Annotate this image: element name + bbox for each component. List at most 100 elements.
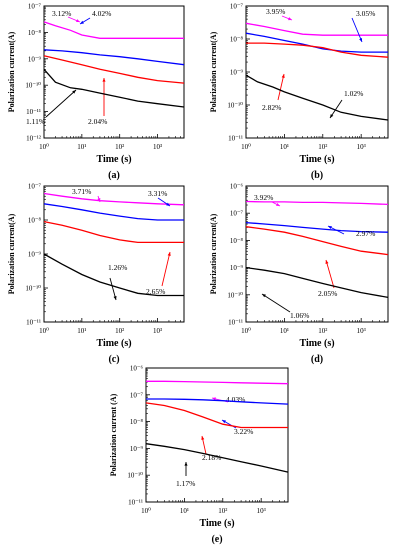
- x-tick-label: 10⁰: [241, 327, 251, 335]
- series-line-3-31pct: [43, 203, 184, 221]
- series-label: 4.03%: [226, 395, 245, 404]
- annotation-arrowhead: [80, 20, 84, 24]
- y-tick-label: 10⁻⁷: [230, 210, 244, 218]
- panel-frame-4: [245, 185, 389, 323]
- series-line-3-95pct: [245, 22, 388, 36]
- y-tick-label: 10⁻⁹: [130, 445, 144, 453]
- series-line-2-05pct: [245, 226, 389, 256]
- panel-label: (a): [108, 170, 120, 181]
- annotation-arrowhead: [262, 294, 266, 298]
- annotation-arrowhead: [281, 74, 285, 78]
- x-axis-label: Time (s): [96, 154, 131, 165]
- series-line-2-04pct: [43, 55, 185, 84]
- x-tick-label: 10⁰: [39, 327, 49, 335]
- annotation-arrow: [109, 277, 117, 301]
- series-line-4-02pct: [43, 49, 185, 66]
- series-label: 3.12%: [52, 9, 71, 18]
- series-label: 1.26%: [108, 263, 127, 272]
- series-label: 1.02%: [344, 89, 363, 98]
- series-line-3-92pct: [245, 200, 389, 206]
- y-tick-label: 10⁻¹¹: [128, 499, 143, 507]
- y-tick-label: 10⁻⁶: [130, 365, 144, 373]
- series-label: 2.18%: [202, 453, 221, 462]
- series-label: 1.17%: [176, 479, 195, 488]
- annotation-arrowhead: [201, 436, 205, 440]
- annotation-arrowhead: [72, 90, 76, 94]
- y-tick-label: 10⁻¹⁰: [25, 82, 41, 90]
- y-tick-label: 10⁻⁶: [230, 183, 244, 191]
- y-axis-label: Polarization current(A): [7, 213, 16, 294]
- annotation-arrowhead: [113, 296, 117, 300]
- x-tick-label: 10²: [218, 507, 227, 515]
- series-line-3-71pct: [43, 192, 185, 206]
- y-tick-label: 10⁻⁹: [28, 55, 42, 63]
- series-label: 3.05%: [356, 9, 375, 18]
- x-tick-label: 10³: [153, 143, 162, 151]
- y-tick-label: 10⁻⁸: [130, 418, 144, 426]
- y-tick-label: 10⁻⁸: [230, 237, 244, 245]
- annotation-arrowhead: [167, 252, 171, 256]
- series-label: 1.11%: [26, 117, 45, 126]
- series-line-1-02pct: [245, 74, 389, 121]
- series-label: 3.95%: [266, 7, 285, 16]
- x-tick-label: 10³: [357, 327, 366, 335]
- panel-label: (d): [311, 354, 323, 365]
- x-tick-label: 10¹: [77, 327, 86, 335]
- series-label: 3.71%: [72, 187, 91, 196]
- x-tick-label: 10²: [115, 143, 124, 151]
- panel-label: (e): [211, 534, 222, 545]
- y-tick-label: 10⁻¹⁰: [227, 102, 243, 110]
- y-axis-label: Polarization current(A): [209, 31, 218, 112]
- annotation-arrowhead: [325, 260, 329, 264]
- annotation-arrow: [351, 17, 363, 43]
- series-line-2-18pct: [145, 402, 288, 429]
- x-tick-label: 10²: [318, 327, 327, 335]
- y-tick-label: 10⁻⁹: [230, 264, 244, 272]
- x-tick-label: 10⁰: [241, 143, 251, 151]
- annotation-arrow: [277, 73, 285, 101]
- x-tick-label: 10²: [318, 143, 327, 151]
- y-tick-label: 10⁻⁷: [230, 3, 244, 11]
- y-tick-label: 10⁻¹¹: [228, 319, 243, 327]
- annotation-arrowhead: [97, 198, 101, 202]
- y-tick-label: 10⁻⁷: [28, 183, 42, 191]
- panel-frame-5: [145, 367, 289, 503]
- x-tick-label: 10¹: [280, 327, 289, 335]
- x-tick-label: 10³: [153, 327, 162, 335]
- annotation-arrowhead: [328, 226, 332, 230]
- series-line-1-26pct: [43, 253, 184, 297]
- y-tick-label: 10⁻⁸: [230, 36, 244, 44]
- series-line-3-22pct: [146, 398, 289, 405]
- panel-label: (b): [311, 170, 323, 181]
- y-tick-label: 10⁻⁷: [28, 3, 42, 11]
- series-line-1-06pct: [245, 266, 389, 299]
- series-label: 2.05%: [318, 289, 337, 298]
- y-tick-label: 10⁻⁹: [230, 69, 244, 77]
- series-label: 2.97%: [356, 229, 375, 238]
- y-axis-label: Polarization current(A): [209, 213, 218, 294]
- y-tick-label: 10⁻¹¹: [26, 108, 41, 116]
- series-label: 4.02%: [92, 9, 111, 18]
- annotation-arrowhead: [330, 114, 334, 118]
- x-tick-label: 10³: [357, 143, 366, 151]
- y-axis-label: Polarization current(A): [7, 31, 16, 112]
- x-tick-label: 10²: [115, 327, 124, 335]
- annotation-arrowhead: [359, 38, 363, 42]
- x-axis-label: Time (s): [299, 338, 334, 349]
- series-line-4-03pct: [146, 380, 289, 385]
- annotation-arrowhead: [276, 202, 280, 206]
- annotation-arrowhead: [222, 420, 226, 424]
- series-line-1-17pct: [145, 443, 289, 473]
- x-axis-label: Time (s): [96, 338, 131, 349]
- series-line-3-12pct: [43, 21, 184, 39]
- y-tick-label: 10⁻¹¹: [228, 135, 243, 143]
- series-line-2-65pct: [43, 220, 184, 244]
- y-tick-label: 10⁻⁷: [130, 391, 144, 399]
- panel-frame-2: [245, 5, 389, 139]
- y-tick-label: 10⁻¹⁰: [127, 472, 143, 480]
- x-tick-label: 10¹: [77, 143, 86, 151]
- x-tick-label: 10⁰: [141, 507, 151, 515]
- x-axis-label: Time (s): [299, 154, 334, 165]
